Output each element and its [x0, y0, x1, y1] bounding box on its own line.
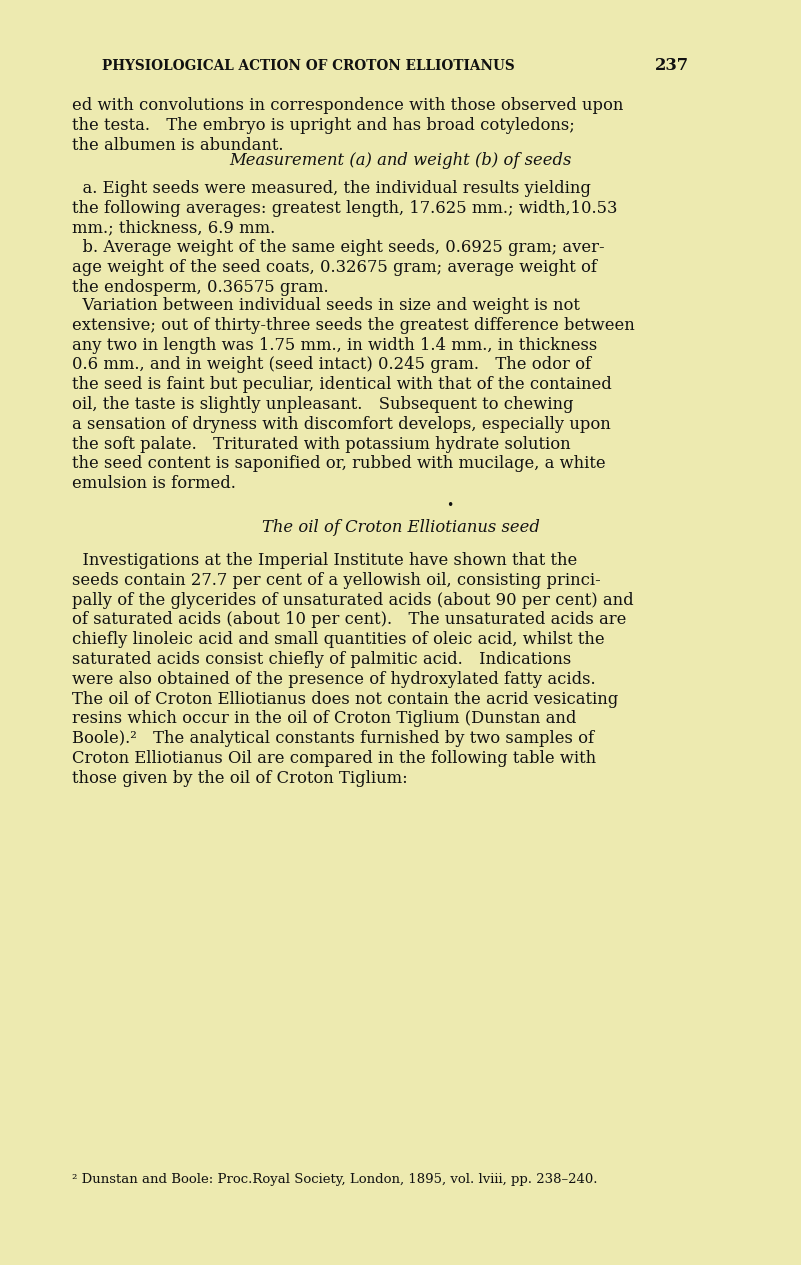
Text: seeds contain 27.7 per cent of a yellowish oil, consisting princi-: seeds contain 27.7 per cent of a yellowi… [72, 572, 601, 588]
Text: the testa. The embryo is upright and has broad cotyledons;: the testa. The embryo is upright and has… [72, 116, 575, 134]
Text: the soft palate. Triturated with potassium hydrate solution: the soft palate. Triturated with potassi… [72, 435, 570, 453]
Text: pally of the glycerides of unsaturated acids (about 90 per cent) and: pally of the glycerides of unsaturated a… [72, 592, 634, 608]
Text: those given by the oil of Croton Tiglium:: those given by the oil of Croton Tiglium… [72, 770, 408, 787]
Text: of saturated acids (about 10 per cent). The unsaturated acids are: of saturated acids (about 10 per cent). … [72, 611, 626, 629]
Text: were also obtained of the presence of hydroxylated fatty acids.: were also obtained of the presence of hy… [72, 670, 596, 688]
Text: a. Eight seeds were measured, the individual results yielding: a. Eight seeds were measured, the indivi… [72, 180, 591, 197]
Text: emulsion is formed.: emulsion is formed. [72, 476, 235, 492]
Text: PHYSIOLOGICAL ACTION OF CROTON ELLIOTIANUS: PHYSIOLOGICAL ACTION OF CROTON ELLIOTIAN… [102, 59, 515, 73]
Text: any two in length was 1.75 mm., in width 1.4 mm., in thickness: any two in length was 1.75 mm., in width… [72, 336, 598, 354]
Text: •: • [446, 498, 453, 511]
Text: Investigations at the Imperial Institute have shown that the: Investigations at the Imperial Institute… [72, 552, 578, 569]
Text: The oil of Croton Elliotianus does not contain the acrid vesicating: The oil of Croton Elliotianus does not c… [72, 691, 618, 707]
Text: the endosperm, 0.36575 gram.: the endosperm, 0.36575 gram. [72, 278, 328, 296]
Text: the seed content is saponified or, rubbed with mucilage, a white: the seed content is saponified or, rubbe… [72, 455, 606, 472]
Text: saturated acids consist chiefly of palmitic acid. Indications: saturated acids consist chiefly of palmi… [72, 651, 571, 668]
Text: Croton Elliotianus Oil are compared in the following table with: Croton Elliotianus Oil are compared in t… [72, 750, 596, 767]
Text: 237: 237 [655, 57, 689, 73]
Text: the albumen is abundant.: the albumen is abundant. [72, 137, 284, 153]
Text: ed with convolutions in correspondence with those observed upon: ed with convolutions in correspondence w… [72, 97, 623, 114]
Text: Measurement (a) and weight (b) of seeds: Measurement (a) and weight (b) of seeds [229, 152, 572, 170]
Text: Boole).² The analytical constants furnished by two samples of: Boole).² The analytical constants furnis… [72, 730, 594, 748]
Text: extensive; out of thirty-three seeds the greatest difference between: extensive; out of thirty-three seeds the… [72, 316, 634, 334]
Text: Variation between individual seeds in size and weight is not: Variation between individual seeds in si… [72, 297, 580, 314]
Text: chiefly linoleic acid and small quantities of oleic acid, whilst the: chiefly linoleic acid and small quantiti… [72, 631, 605, 648]
Text: age weight of the seed coats, 0.32675 gram; average weight of: age weight of the seed coats, 0.32675 gr… [72, 259, 597, 276]
Text: mm.; thickness, 6.9 mm.: mm.; thickness, 6.9 mm. [72, 220, 276, 237]
Text: ² Dunstan and Boole: Proc.Royal Society, London, 1895, vol. lviii, pp. 238–240.: ² Dunstan and Boole: Proc.Royal Society,… [72, 1173, 598, 1187]
Text: the seed is faint but peculiar, identical with that of the contained: the seed is faint but peculiar, identica… [72, 376, 612, 393]
Text: resins which occur in the oil of Croton Tiglium (Dunstan and: resins which occur in the oil of Croton … [72, 711, 577, 727]
Text: 0.6 mm., and in weight (seed intact) 0.245 gram. The odor of: 0.6 mm., and in weight (seed intact) 0.2… [72, 357, 591, 373]
Text: oil, the taste is slightly unpleasant. Subsequent to chewing: oil, the taste is slightly unpleasant. S… [72, 396, 574, 412]
Text: b. Average weight of the same eight seeds, 0.6925 gram; aver-: b. Average weight of the same eight seed… [72, 239, 605, 256]
Text: The oil of Croton Elliotianus seed: The oil of Croton Elliotianus seed [262, 519, 539, 536]
Text: the following averages: greatest length, 17.625 mm.; width,10.53: the following averages: greatest length,… [72, 200, 618, 216]
Text: a sensation of dryness with discomfort develops, especially upon: a sensation of dryness with discomfort d… [72, 416, 610, 433]
